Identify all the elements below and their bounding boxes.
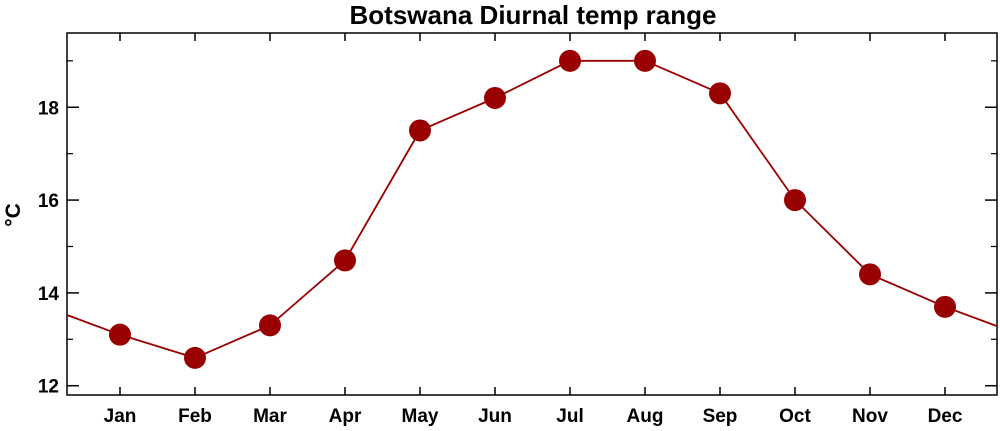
data-point-mar — [259, 314, 281, 337]
x-tick-label-jan: Jan — [104, 406, 137, 427]
data-point-may — [409, 119, 431, 142]
data-point-oct — [784, 189, 806, 212]
series-line — [66, 59, 998, 359]
x-tick-label-may: May — [402, 406, 439, 427]
plot-area: Jan Feb Mar Apr May Jun Jul Aug Sep Oct Nov Dec 12 14… — [38, 32, 998, 427]
y-tick-label-12: 12 — [38, 377, 59, 398]
data-point-feb — [184, 346, 206, 369]
x-tick-label-aug: Aug — [627, 406, 664, 427]
x-tick-label-feb: Feb — [178, 406, 212, 427]
data-point-jun — [484, 86, 506, 109]
y-tick-label-14: 14 — [38, 284, 60, 305]
data-point-sep — [709, 82, 731, 105]
x-tick-label-apr: Apr — [329, 406, 362, 427]
data-point-aug — [634, 49, 656, 72]
data-point-jan — [109, 323, 131, 346]
x-tick-label-dec: Dec — [928, 406, 963, 427]
data-point-nov — [859, 263, 881, 286]
x-tick-label-nov: Nov — [852, 406, 888, 427]
x-tick-label-sep: Sep — [703, 406, 738, 427]
data-point-jul — [559, 49, 581, 72]
x-tick-label-oct: Oct — [779, 406, 811, 427]
x-tick-label-mar: Mar — [253, 406, 287, 427]
x-tick-label-jun: Jun — [478, 406, 512, 427]
y-axis-label: °C — [2, 203, 25, 227]
plot-frame — [66, 32, 998, 396]
y-tick-label-18: 18 — [38, 98, 59, 119]
y-tick-label-16: 16 — [38, 191, 59, 212]
x-tick-label-jul: Jul — [556, 406, 583, 427]
chart-title: Botswana Diurnal temp range — [350, 0, 717, 30]
data-point-dec — [934, 295, 956, 318]
data-point-apr — [334, 249, 356, 272]
